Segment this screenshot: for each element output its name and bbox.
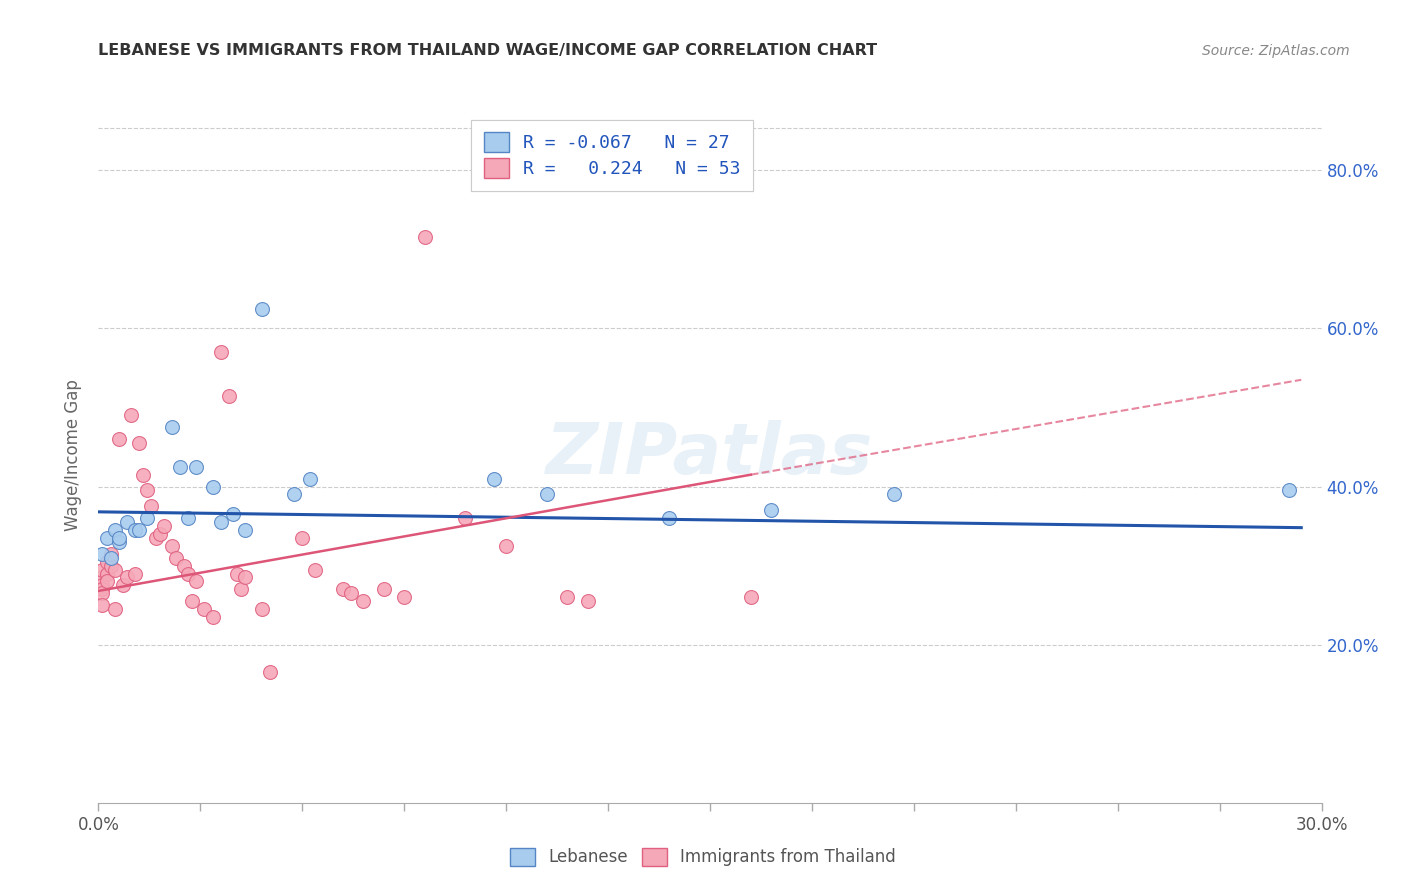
Point — [136, 483, 159, 498]
Point — [576, 594, 599, 608]
Point — [1278, 483, 1301, 498]
Point — [136, 511, 159, 525]
Point — [124, 566, 146, 581]
Point — [186, 574, 208, 589]
Point — [226, 566, 249, 581]
Point — [495, 539, 517, 553]
Text: ZIPatlas: ZIPatlas — [547, 420, 873, 490]
Point — [291, 531, 314, 545]
Point — [177, 511, 200, 525]
Point — [96, 574, 118, 589]
Point — [186, 459, 208, 474]
Point — [108, 531, 131, 545]
Point — [124, 523, 146, 537]
Point — [209, 345, 232, 359]
Point — [259, 665, 281, 680]
Point — [181, 594, 204, 608]
Point — [152, 519, 174, 533]
Point — [177, 566, 200, 581]
Point — [340, 586, 363, 600]
Legend: Lebanese, Immigrants from Thailand: Lebanese, Immigrants from Thailand — [502, 839, 904, 875]
Point — [104, 523, 127, 537]
Point — [120, 409, 142, 423]
Point — [352, 594, 374, 608]
Point — [111, 578, 134, 592]
Point — [413, 230, 436, 244]
Y-axis label: Wage/Income Gap: Wage/Income Gap — [65, 379, 83, 531]
Point — [761, 503, 783, 517]
Point — [141, 500, 163, 514]
Point — [193, 602, 215, 616]
Point — [132, 467, 155, 482]
Point — [209, 515, 232, 529]
Point — [91, 547, 114, 561]
Point — [332, 582, 354, 597]
Point — [149, 527, 172, 541]
Point — [104, 602, 127, 616]
Point — [91, 582, 114, 597]
Text: LEBANESE VS IMMIGRANTS FROM THAILAND WAGE/INCOME GAP CORRELATION CHART: LEBANESE VS IMMIGRANTS FROM THAILAND WAG… — [98, 43, 877, 58]
Point — [91, 586, 114, 600]
Point — [658, 511, 681, 525]
Point — [173, 558, 195, 573]
Point — [250, 301, 273, 316]
Point — [100, 558, 122, 573]
Point — [104, 563, 127, 577]
Point — [222, 507, 245, 521]
Point — [115, 515, 138, 529]
Point — [96, 531, 118, 545]
Point — [100, 547, 122, 561]
Point — [373, 582, 395, 597]
Point — [201, 479, 224, 493]
Point — [96, 566, 118, 581]
Point — [165, 550, 187, 565]
Point — [100, 550, 122, 565]
Point — [91, 578, 114, 592]
Point — [201, 610, 224, 624]
Point — [740, 591, 762, 605]
Legend: R = -0.067   N = 27, R =   0.224   N = 53: R = -0.067 N = 27, R = 0.224 N = 53 — [471, 120, 754, 191]
Point — [557, 591, 579, 605]
Point — [299, 472, 322, 486]
Point — [482, 472, 505, 486]
Point — [91, 570, 114, 584]
Point — [218, 389, 240, 403]
Point — [283, 487, 305, 501]
Point — [169, 459, 191, 474]
Point — [128, 436, 150, 450]
Point — [536, 487, 558, 501]
Point — [128, 523, 150, 537]
Point — [233, 523, 256, 537]
Point — [883, 487, 905, 501]
Point — [115, 570, 138, 584]
Point — [108, 534, 131, 549]
Point — [145, 531, 167, 545]
Point — [231, 582, 253, 597]
Point — [304, 563, 326, 577]
Point — [160, 420, 183, 434]
Point — [96, 555, 118, 569]
Point — [160, 539, 183, 553]
Point — [250, 602, 273, 616]
Text: Source: ZipAtlas.com: Source: ZipAtlas.com — [1202, 44, 1350, 58]
Point — [392, 591, 416, 605]
Point — [233, 570, 256, 584]
Point — [91, 563, 114, 577]
Point — [108, 432, 131, 446]
Point — [454, 511, 477, 525]
Point — [91, 598, 114, 612]
